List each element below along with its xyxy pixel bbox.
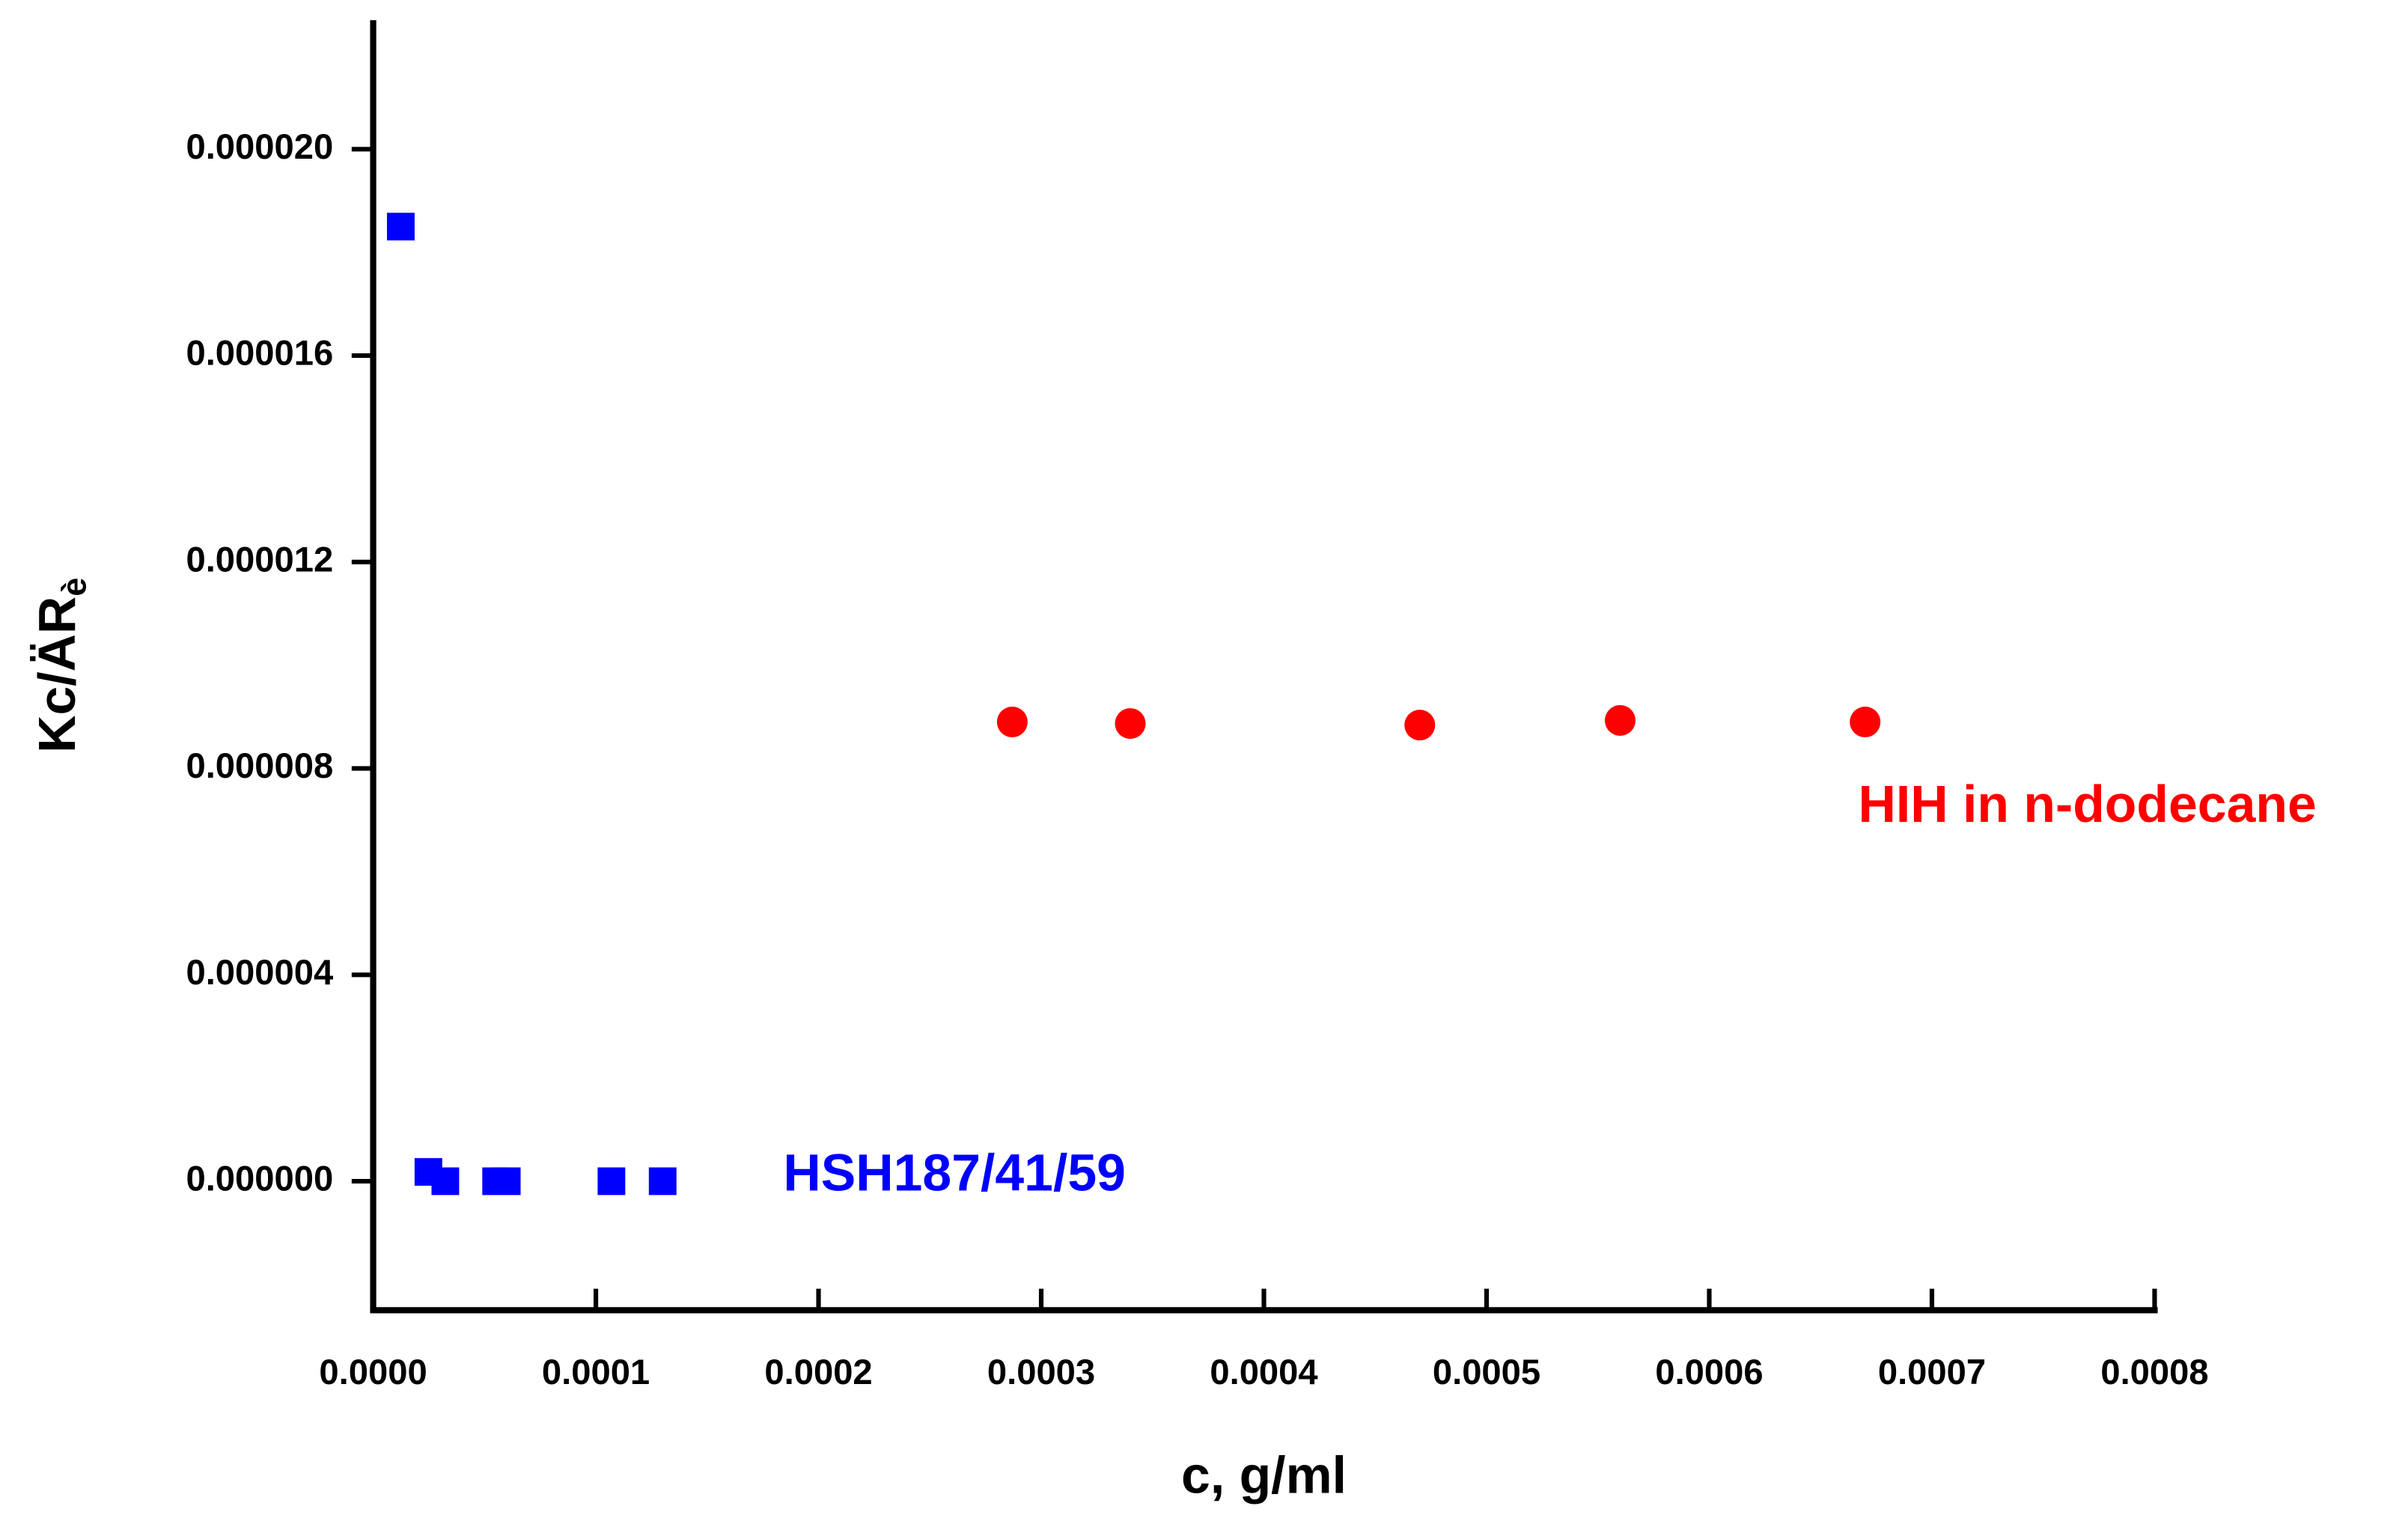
square-marker	[597, 1167, 626, 1195]
x-tick-label: 0.0003	[987, 1352, 1095, 1392]
y-tick-label: 0.000020	[186, 127, 333, 166]
x-tick-label: 0.0008	[2100, 1352, 2208, 1392]
square-marker	[386, 213, 415, 241]
y-tick-label: 0.000016	[186, 333, 333, 373]
x-tick-label: 0.0005	[1433, 1352, 1540, 1392]
x-tick-label: 0.0004	[1210, 1352, 1317, 1392]
y-tick-label: 0.000000	[186, 1159, 333, 1198]
x-tick-label: 0.0001	[542, 1352, 650, 1392]
y-axis-title: Kc/ÄRè	[28, 577, 93, 752]
x-axis-title: c, g/ml	[1181, 1445, 1347, 1504]
x-tick-label: 0.0000	[319, 1352, 427, 1392]
x-tick-label: 0.0007	[1878, 1352, 1986, 1392]
y-tick-label: 0.000012	[186, 539, 333, 579]
series-label: HIH in n-dodecane	[1859, 775, 2317, 833]
circle-marker	[1850, 707, 1881, 738]
square-marker	[431, 1167, 460, 1195]
y-axis-title-sub: è	[55, 577, 94, 596]
circle-marker	[1115, 708, 1146, 740]
square-marker	[648, 1167, 677, 1195]
circle-marker	[996, 707, 1028, 738]
x-tick-label: 0.0002	[764, 1352, 872, 1392]
square-marker	[493, 1167, 521, 1195]
circle-marker	[1404, 710, 1436, 741]
y-tick-label: 0.000008	[186, 746, 333, 785]
circle-marker	[1604, 704, 1636, 736]
x-tick-label: 0.0006	[1655, 1352, 1763, 1392]
y-tick-label: 0.000004	[186, 952, 333, 992]
series-label: HSH187/41/59	[783, 1143, 1126, 1201]
y-axis-title-main: Kc/ÄR	[28, 597, 86, 753]
